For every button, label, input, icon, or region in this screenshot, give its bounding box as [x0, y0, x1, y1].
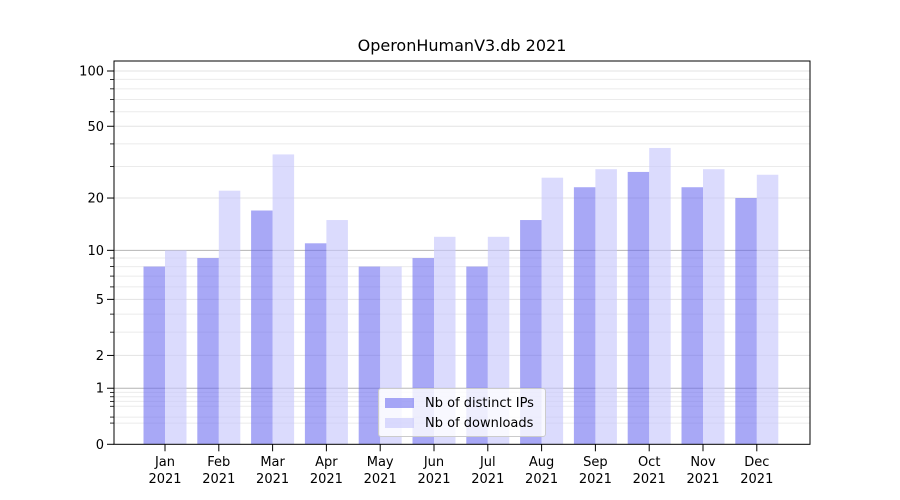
x-tick-label-sep: Sep: [583, 455, 608, 470]
x-tick-label-year-sep: 2021: [579, 472, 612, 487]
x-tick-label-year-apr: 2021: [310, 472, 343, 487]
x-tick-label-mar: Mar: [260, 455, 285, 470]
x-tick-label-year-oct: 2021: [633, 472, 666, 487]
x-tick-label-year-feb: 2021: [202, 472, 235, 487]
x-tick-label-jun: Jun: [423, 455, 444, 470]
x-tick-label-year-may: 2021: [364, 472, 397, 487]
bar-distinct-ips-may: [358, 266, 381, 445]
y-tick-label-10: 10: [87, 244, 104, 259]
y-tick-label-5: 5: [96, 293, 104, 308]
legend: Nb of distinct IPs Nb of downloads: [378, 388, 546, 437]
x-tick-label-may: May: [367, 455, 394, 470]
bar-distinct-ips-jan: [143, 266, 165, 445]
plot-frame: [113, 60, 811, 445]
bar-downloads-apr: [326, 220, 348, 445]
bar-distinct-ips-feb: [197, 258, 219, 445]
bar-downloads-feb: [218, 190, 241, 445]
x-tick-label-aug: Aug: [529, 455, 554, 470]
legend-item-downloads: Nb of downloads: [385, 413, 545, 433]
bar-distinct-ips-apr: [304, 243, 327, 445]
bar-distinct-ips-sep: [573, 187, 596, 445]
bar-distinct-ips-oct: [627, 171, 650, 445]
x-tick-label-feb: Feb: [207, 455, 230, 470]
y-tick-label-0: 0: [96, 438, 104, 453]
y-tick-label-20: 20: [87, 192, 104, 207]
x-tick-label-year-mar: 2021: [256, 472, 289, 487]
bar-distinct-ips-mar: [251, 210, 273, 445]
bar-distinct-ips-dec: [735, 198, 757, 445]
legend-swatch-downloads: [385, 418, 414, 428]
legend-label-downloads: Nb of downloads: [425, 415, 534, 431]
y-tick-label-1: 1: [96, 382, 104, 397]
y-tick-label-100: 100: [79, 64, 104, 79]
x-tick-label-dec: Dec: [744, 455, 769, 470]
x-tick-label-year-jul: 2021: [471, 472, 504, 487]
x-tick-label-year-aug: 2021: [525, 472, 558, 487]
x-tick-label-apr: Apr: [315, 455, 338, 470]
x-tick-label-jul: Jul: [479, 455, 496, 470]
bar-downloads-aug: [541, 177, 564, 445]
bar-distinct-ips-nov: [681, 187, 703, 445]
legend-swatch-distinct-ips: [385, 398, 414, 408]
bar-downloads-dec: [756, 174, 779, 445]
x-tick-label-year-dec: 2021: [740, 472, 773, 487]
bar-downloads-oct: [649, 147, 671, 445]
x-tick-label-nov: Nov: [690, 455, 716, 470]
chart-title: OperonHumanV3.db 2021: [357, 36, 567, 55]
bar-downloads-sep: [595, 169, 617, 445]
legend-label-distinct-ips: Nb of distinct IPs: [425, 395, 534, 411]
x-tick-label-oct: Oct: [638, 455, 660, 470]
x-tick-label-year-jan: 2021: [148, 472, 181, 487]
bar-downloads-mar: [272, 154, 295, 445]
bar-downloads-jan: [165, 250, 187, 445]
x-tick-label-jan: Jan: [154, 455, 175, 470]
x-tick-label-year-nov: 2021: [686, 472, 719, 487]
legend-item-distinct-ips: Nb of distinct IPs: [385, 393, 545, 413]
x-tick-label-year-jun: 2021: [417, 472, 450, 487]
y-tick-label-50: 50: [87, 120, 104, 135]
y-tick-label-2: 2: [96, 349, 104, 364]
bar-downloads-nov: [703, 169, 725, 445]
